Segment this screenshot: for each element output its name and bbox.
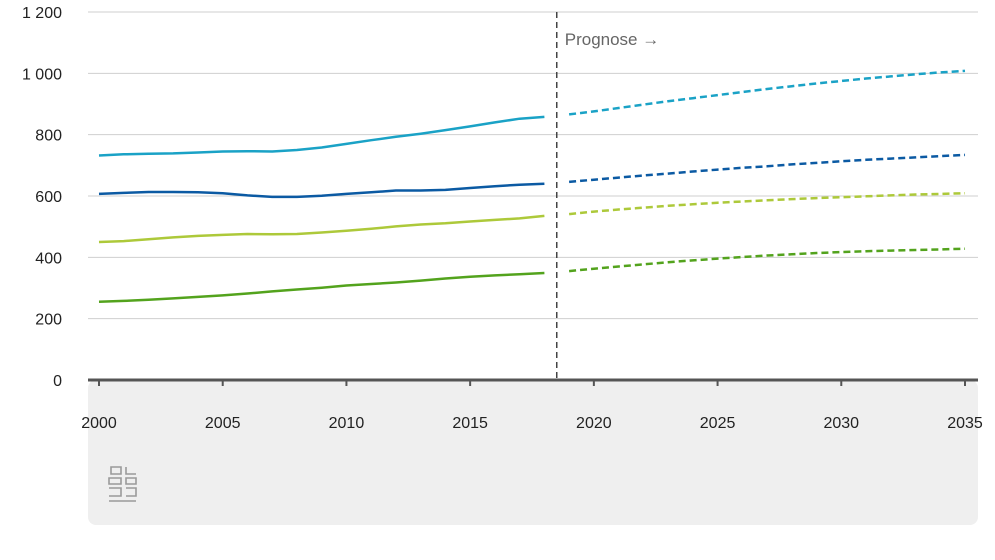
x-tick-label: 2010 [329,415,365,432]
series-lines [98,69,966,304]
y-tick-label: 0 [53,373,62,390]
series-line-forecast [568,247,966,273]
y-tick-label: 600 [35,189,62,206]
series-line-observed [98,182,545,199]
y-tick-label: 800 [35,128,62,145]
gridlines [88,11,978,320]
y-tick-label: 1 000 [22,66,62,83]
series-line-forecast [568,69,966,116]
x-tick-label: 2000 [81,415,117,432]
x-tick-label: 2015 [452,415,488,432]
x-axis-labels: 2000 2005 2010 2015 2020 2025 2030 2035 [81,415,983,432]
y-axis-labels: 0 200 400 600 800 1 000 1 200 [22,5,62,390]
series-line-observed [98,115,545,157]
x-tick-label: 2035 [947,415,983,432]
y-tick-label: 1 200 [22,5,62,22]
series-line-observed [98,271,545,304]
x-axis-ticks [98,380,966,386]
x-tick-label: 2020 [576,415,612,432]
series-line-forecast [568,153,966,184]
forecast-annotation: Prognose → [565,30,660,49]
x-tick-label: 2030 [823,415,859,432]
y-tick-label: 400 [35,250,62,267]
x-tick-label: 2025 [700,415,736,432]
axis-footer-panel [88,380,978,525]
series-line-forecast [568,191,966,216]
series-line-observed [98,214,545,244]
x-tick-label: 2005 [205,415,241,432]
cbs-logo-icon [108,466,137,502]
y-tick-label: 200 [35,312,62,329]
